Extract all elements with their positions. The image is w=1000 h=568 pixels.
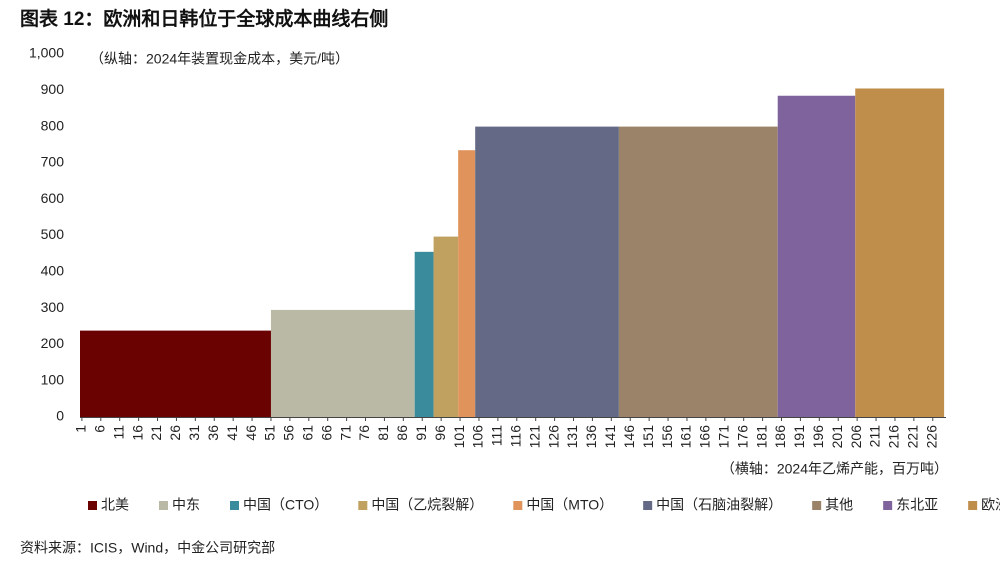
source-note: 资料来源：ICIS，Wind，中金公司研究部 xyxy=(20,540,275,556)
y-tick-label: 600 xyxy=(41,190,65,206)
legend-label: 中国（MTO） xyxy=(526,497,613,513)
x-tick-label: 111 xyxy=(489,425,505,446)
x-tick-label: 161 xyxy=(678,425,694,449)
x-tick-label: 1 xyxy=(73,425,89,433)
x-tick-label: 136 xyxy=(583,425,599,449)
y-tick-label: 400 xyxy=(41,263,65,279)
legend-swatch xyxy=(88,501,97,510)
bar xyxy=(777,95,856,418)
y-tick-label: 300 xyxy=(41,299,65,315)
x-tick-label: 121 xyxy=(526,425,542,449)
bar xyxy=(414,251,434,417)
y-tick-label: 900 xyxy=(41,81,65,97)
legend-label: 其他 xyxy=(825,497,853,513)
y-tick-label: 200 xyxy=(41,335,65,351)
x-tick-label: 66 xyxy=(318,425,334,441)
x-tick-label: 36 xyxy=(205,425,221,441)
x-tick-label: 86 xyxy=(394,425,410,441)
legend-label: 欧洲 xyxy=(981,497,1000,513)
x-tick-label: 216 xyxy=(886,425,902,449)
x-tick-label: 196 xyxy=(810,425,826,449)
x-tick-label: 26 xyxy=(167,425,183,441)
x-tick-label: 156 xyxy=(659,425,675,449)
bar xyxy=(475,126,619,417)
bar xyxy=(270,309,415,417)
x-tick-label: 221 xyxy=(905,425,921,449)
y-tick-label: 700 xyxy=(41,154,65,170)
x-tick-label: 51 xyxy=(262,425,278,441)
legend-label: 中国（乙烷裂解） xyxy=(371,497,483,513)
y-tick-label: 1,000 xyxy=(29,45,64,61)
bar xyxy=(458,150,476,417)
x-tick-label: 206 xyxy=(848,425,864,449)
x-tick-label: 6 xyxy=(92,425,108,433)
legend-swatch xyxy=(230,501,239,510)
x-tick-label: 141 xyxy=(602,425,618,449)
x-tick-label: 31 xyxy=(186,425,202,441)
x-tick-label: 71 xyxy=(337,425,353,441)
legend-label: 中国（石脑油裂解） xyxy=(656,497,782,513)
x-tick-label: 226 xyxy=(923,425,939,449)
x-tick-label: 16 xyxy=(129,425,145,441)
x-tick-label: 91 xyxy=(413,425,429,441)
x-axis-label: （横轴：2024年乙烯产能，百万吨） xyxy=(721,461,948,477)
x-tick-label: 96 xyxy=(432,425,448,441)
x-tick-label: 166 xyxy=(697,425,713,449)
x-tick-label: 41 xyxy=(224,425,240,441)
x-tick-label: 56 xyxy=(281,425,297,441)
y-tick-label: 800 xyxy=(41,117,65,133)
x-tick-label: 81 xyxy=(375,425,391,441)
legend-swatch xyxy=(358,501,368,510)
legend-label: 中国（CTO） xyxy=(243,497,328,513)
x-tick-label: 186 xyxy=(772,425,788,449)
y-axis-label: （纵轴：2024年装置现金成本，美元/吨） xyxy=(90,51,349,67)
legend-swatch xyxy=(159,501,168,510)
legend-label: 东北亚 xyxy=(896,497,938,513)
legend-swatch xyxy=(812,501,822,510)
x-tick-label: 61 xyxy=(299,425,315,441)
x-tick-label: 116 xyxy=(507,425,523,448)
x-tick-label: 171 xyxy=(715,425,731,449)
legend-swatch xyxy=(643,501,653,510)
x-tick-label: 46 xyxy=(243,425,259,441)
y-tick-label: 100 xyxy=(41,371,65,387)
bar xyxy=(618,126,778,417)
x-tick-label: 151 xyxy=(640,425,656,449)
x-tick-label: 191 xyxy=(791,425,807,449)
legend-swatch xyxy=(513,501,523,510)
x-tick-label: 11 xyxy=(110,425,126,440)
legend-label: 中东 xyxy=(172,497,200,513)
x-tick-label: 21 xyxy=(148,425,164,441)
chart-title: 图表 12：欧洲和日韩位于全球成本曲线右侧 xyxy=(20,7,388,30)
y-tick-label: 0 xyxy=(56,408,64,424)
y-tick-label: 500 xyxy=(41,226,65,242)
legend-label: 北美 xyxy=(101,497,129,513)
x-tick-label: 176 xyxy=(734,425,750,449)
x-tick-label: 126 xyxy=(545,425,561,449)
x-tick-label: 211 xyxy=(867,425,883,448)
bar xyxy=(433,236,459,417)
x-tick-label: 106 xyxy=(470,425,486,449)
legend-swatch xyxy=(968,501,978,510)
x-tick-label: 101 xyxy=(451,425,467,449)
bar xyxy=(80,330,271,417)
x-tick-label: 201 xyxy=(829,425,845,449)
bar xyxy=(855,88,945,418)
x-tick-label: 131 xyxy=(564,425,580,449)
legend-swatch xyxy=(883,501,893,510)
x-tick-label: 146 xyxy=(621,425,637,449)
x-tick-label: 181 xyxy=(753,425,769,449)
x-tick-label: 76 xyxy=(356,425,372,441)
